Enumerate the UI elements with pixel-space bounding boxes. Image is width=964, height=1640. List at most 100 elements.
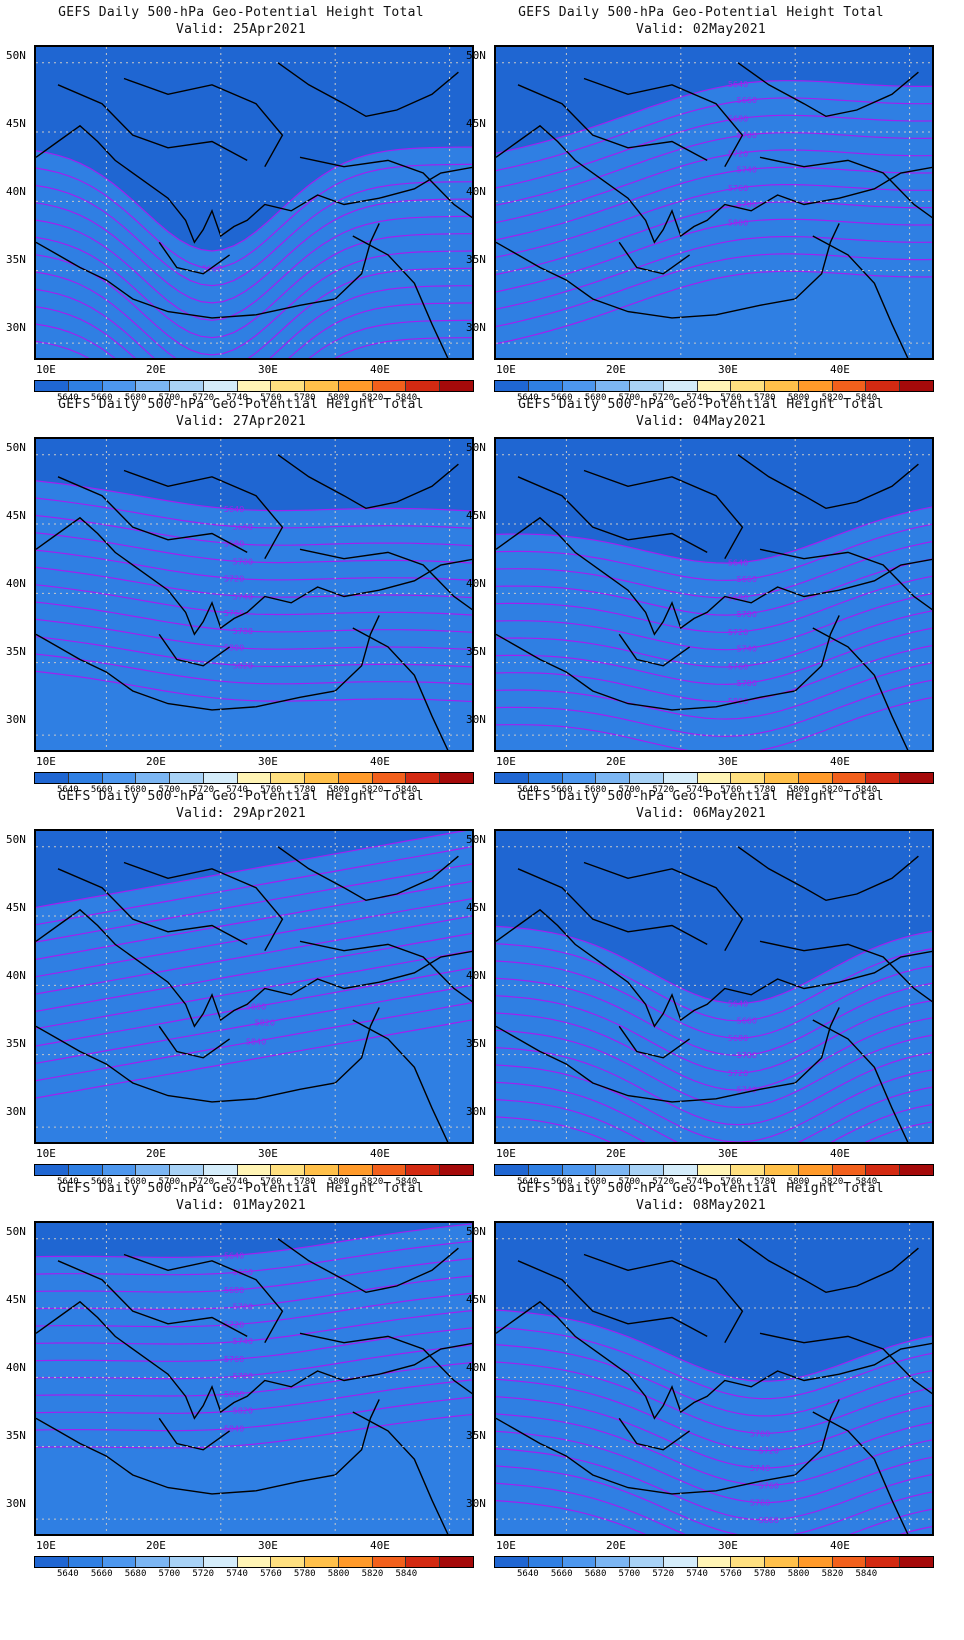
lon-label: 10E bbox=[496, 363, 516, 376]
colorbar-swatch bbox=[765, 381, 799, 391]
coastline bbox=[496, 615, 840, 711]
contour-map: 5640 5660 5680 5700 5720 5740 5760 5780 5800 bbox=[494, 45, 934, 360]
lat-label: 45N bbox=[6, 509, 26, 522]
colorbar-swatch bbox=[731, 773, 766, 783]
lon-label: 10E bbox=[36, 363, 56, 376]
lat-label: 50N bbox=[466, 49, 486, 62]
lon-label: 10E bbox=[36, 1539, 56, 1552]
contour-line bbox=[36, 950, 472, 1030]
contour-line bbox=[36, 146, 472, 252]
contour-label: 5840 bbox=[224, 1425, 244, 1434]
colorbar-swatch bbox=[866, 1165, 901, 1175]
colorbar-swatch bbox=[663, 381, 698, 391]
colorbar-label: 5680 bbox=[124, 1177, 147, 1187]
coastline bbox=[618, 1417, 691, 1451]
colorbar-swatch bbox=[102, 773, 137, 783]
colorbar-swatch bbox=[440, 1557, 473, 1567]
colorbar-label: 5840 bbox=[855, 1569, 878, 1579]
lon-label: 30E bbox=[258, 363, 278, 376]
contour-line bbox=[36, 653, 472, 685]
lon-label: 20E bbox=[606, 363, 626, 376]
contour-label: 5760 bbox=[728, 184, 748, 193]
colorbar-label: 5780 bbox=[753, 785, 776, 795]
colorbar-label: 5760 bbox=[720, 393, 742, 403]
height-band bbox=[36, 147, 472, 358]
colorbar-label: 5800 bbox=[327, 1569, 350, 1579]
colorbar-label: 5740 bbox=[686, 1569, 708, 1579]
colorbar-label: 5660 bbox=[90, 1177, 113, 1187]
contour-line bbox=[36, 181, 472, 287]
colorbar bbox=[494, 380, 934, 392]
colorbar-swatch bbox=[798, 381, 833, 391]
contour-label: 5800 bbox=[728, 219, 748, 228]
panel-title: GEFS Daily 500-hPa Geo-Potential Height … bbox=[58, 397, 424, 412]
lat-label: 50N bbox=[466, 441, 486, 454]
lat-label: 50N bbox=[466, 1225, 486, 1238]
contour-line bbox=[496, 1099, 932, 1142]
contour-line bbox=[496, 540, 932, 599]
coastline bbox=[57, 84, 248, 162]
contour-line bbox=[496, 960, 932, 1039]
colorbar-label: 5840 bbox=[395, 785, 418, 795]
colorbar-label: 5720 bbox=[192, 785, 215, 795]
colorbar-swatch bbox=[68, 1165, 103, 1175]
contour-line bbox=[496, 1344, 932, 1417]
coastline bbox=[158, 1025, 231, 1059]
panel-title: GEFS Daily 500-hPa Geo-Potential Height … bbox=[518, 789, 884, 804]
colorbar-swatch bbox=[203, 381, 238, 391]
contour-line bbox=[36, 1292, 472, 1328]
colorbar-swatch bbox=[406, 773, 441, 783]
contour-label: 5820 bbox=[233, 1407, 253, 1416]
lat-label: 45N bbox=[466, 901, 486, 914]
coastline bbox=[158, 1417, 231, 1451]
colorbar-swatch bbox=[68, 773, 103, 783]
colorbar-swatch bbox=[170, 773, 204, 783]
contour-line bbox=[36, 1309, 472, 1345]
contour-line bbox=[36, 618, 472, 651]
coastline bbox=[299, 1332, 472, 1395]
lat-label: 40N bbox=[6, 1361, 26, 1374]
coastline bbox=[517, 476, 708, 554]
colorbar-label: 5780 bbox=[293, 393, 316, 403]
panel-valid-date: Valid: 29Apr2021 bbox=[175, 806, 307, 821]
colorbar-label: 5760 bbox=[720, 1177, 742, 1187]
lat-label: 50N bbox=[466, 833, 486, 846]
map-panel: GEFS Daily 500-hPa Geo-Potential Height … bbox=[460, 0, 942, 410]
lat-label: 35N bbox=[6, 645, 26, 658]
contour-line bbox=[496, 1482, 932, 1534]
colorbar-swatch bbox=[372, 773, 407, 783]
colorbar-label: 5760 bbox=[720, 1569, 742, 1579]
contour-line bbox=[496, 523, 932, 582]
colorbar bbox=[34, 1556, 474, 1568]
contour-label: 5680 bbox=[728, 593, 748, 602]
coastline bbox=[352, 627, 449, 750]
colorbar-label: 5820 bbox=[361, 1177, 384, 1187]
contour-label: 5780 bbox=[737, 679, 757, 688]
contour-line bbox=[36, 984, 472, 1064]
colorbar-label: 5820 bbox=[361, 1569, 384, 1579]
coastline bbox=[57, 868, 248, 946]
colorbar-swatch bbox=[305, 773, 339, 783]
contour-line bbox=[36, 863, 472, 943]
contour-label: 5660 bbox=[737, 1016, 757, 1025]
contour-line bbox=[496, 114, 932, 189]
colorbar-label: 5780 bbox=[293, 1569, 316, 1579]
colorbar-label: 5840 bbox=[855, 393, 878, 403]
contour-label: 5740 bbox=[233, 592, 253, 601]
coastline bbox=[277, 62, 459, 118]
colorbar-swatch bbox=[798, 1165, 833, 1175]
contour-line bbox=[36, 566, 472, 599]
colorbar-label: 5800 bbox=[787, 1569, 810, 1579]
contour-line bbox=[496, 662, 932, 720]
lat-label: 40N bbox=[466, 1361, 486, 1374]
height-band bbox=[36, 1223, 472, 1534]
contour-line bbox=[36, 846, 472, 926]
colorbar-swatch bbox=[866, 1557, 901, 1567]
colorbar-label: 5680 bbox=[584, 393, 607, 403]
map-panel: GEFS Daily 500-hPa Geo-Potential Height … bbox=[460, 1176, 942, 1586]
contour-line bbox=[36, 1257, 472, 1293]
contour-map: 5640 5660 5680 5700 5720 5740 bbox=[494, 829, 934, 1144]
colorbar-label: 5800 bbox=[787, 393, 810, 403]
contour-label: 5800 bbox=[224, 1390, 244, 1399]
contour-line bbox=[36, 880, 472, 960]
